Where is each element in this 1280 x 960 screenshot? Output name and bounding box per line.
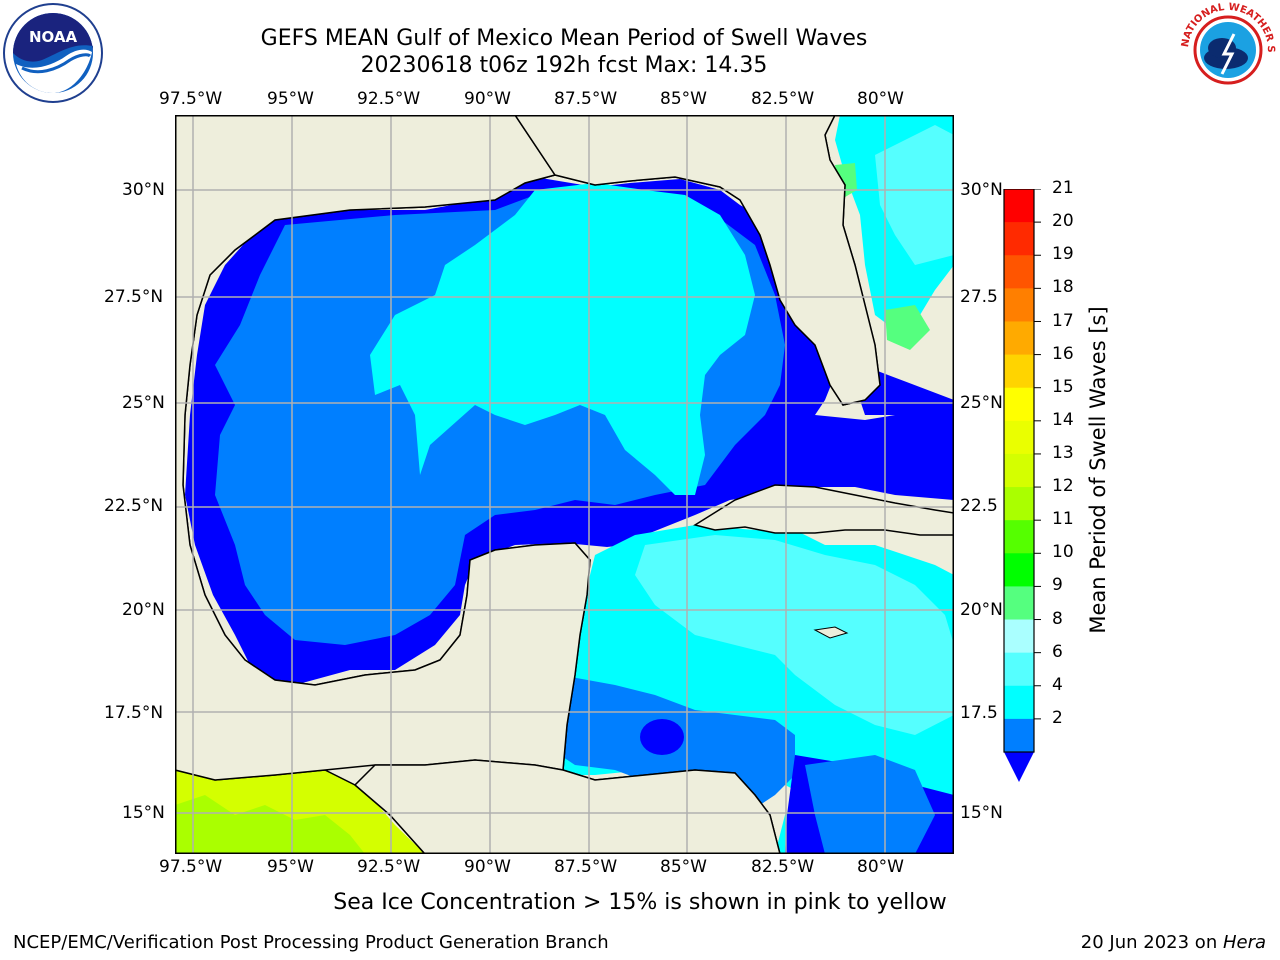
- colorbar-tick-label: 12: [1052, 476, 1074, 497]
- colorbar-swatch: [1004, 321, 1034, 356]
- colorbar-under-arrow: [1004, 752, 1034, 782]
- lat-label-left: 30°N: [122, 180, 165, 200]
- central-america-land: [353, 759, 781, 854]
- lat-label-left: 15°N: [122, 803, 165, 823]
- colorbar-swatch: [1004, 255, 1034, 289]
- lon-label-bottom: 85°W: [660, 857, 707, 877]
- pacific-green-region: [175, 795, 365, 854]
- lat-label-left: 22.5°N: [104, 496, 164, 516]
- colorbar-swatch: [1004, 387, 1034, 422]
- lon-label-top: 97.5°W: [159, 89, 223, 109]
- lat-label-right: 15°N: [960, 803, 1003, 823]
- lon-label-bottom: 90°W: [464, 857, 511, 877]
- colorbar-tick-label: 8: [1052, 608, 1063, 629]
- atlantic-light-cyan: [875, 125, 954, 265]
- colorbar-tick-label: 9: [1052, 575, 1063, 596]
- colorbar-tick-label: 20: [1052, 211, 1074, 232]
- colorbar-tick-label: 19: [1052, 244, 1074, 265]
- colorbar-tick-label: 18: [1052, 277, 1074, 298]
- colorbar-swatch: [1004, 222, 1034, 256]
- footer-date-text: 20 Jun 2023 on: [1080, 932, 1223, 953]
- colorbar-label: Mean Period of Swell Waves [s]: [1086, 306, 1110, 634]
- lon-label-bottom: 80°W: [857, 857, 904, 877]
- green-swell-patch: [885, 305, 930, 350]
- colorbar-tick-label: 16: [1052, 343, 1074, 364]
- lat-label-left: 20°N: [122, 600, 165, 620]
- map-subtitle: 20230618 t06z 192h fcst Max: 14.35: [360, 53, 768, 78]
- colorbar-swatch: [1004, 718, 1034, 753]
- colorbar-swatch: [1004, 586, 1034, 621]
- colorbar-swatch: [1004, 652, 1034, 687]
- cuba-land: [693, 484, 954, 536]
- map-grid: [175, 115, 954, 854]
- lat-label-right: 20°N: [960, 600, 1003, 620]
- caribbean-deep-patch: [640, 719, 684, 755]
- lat-label-right: 25°N: [960, 393, 1003, 413]
- colorbar-swatch: [1004, 189, 1034, 223]
- colorbar-swatch: [1004, 520, 1034, 554]
- noaa-logo: NOAA: [3, 3, 103, 103]
- colorbar-tick-label: 17: [1052, 310, 1074, 331]
- colorbar-swatch: [1004, 420, 1034, 455]
- footer-credit: NCEP/EMC/Verification Post Processing Pr…: [13, 932, 609, 953]
- colorbar-swatch: [1004, 553, 1034, 587]
- lon-label-top: 95°W: [267, 89, 314, 109]
- map-frame: [175, 115, 954, 854]
- colorbar-tick-label: 14: [1052, 409, 1074, 430]
- colorbar: [1003, 189, 1041, 782]
- footer-host: Hera: [1222, 932, 1266, 953]
- lat-label-right: 30°N: [960, 180, 1003, 200]
- lon-label-bottom: 82.5°W: [751, 857, 815, 877]
- colorbar-tick-label: 2: [1052, 707, 1063, 728]
- lon-label-top: 85°W: [660, 89, 707, 109]
- lat-label-left: 25°N: [122, 393, 165, 413]
- colorbar-swatch: [1004, 453, 1034, 488]
- caribbean-medium-south: [805, 755, 935, 854]
- lon-label-top: 87.5°W: [554, 89, 618, 109]
- colorbar-tick-label: 13: [1052, 442, 1074, 463]
- cyan-swell-region: [370, 183, 755, 495]
- map-canvas: [175, 115, 954, 854]
- colorbar-swatch: [1004, 619, 1034, 654]
- colorbar-swatch: [1004, 487, 1034, 521]
- jamaica-land: [813, 626, 849, 639]
- map-title: GEFS MEAN Gulf of Mexico Mean Period of …: [260, 26, 868, 51]
- caribbean-light-cyan: [635, 535, 954, 735]
- lon-label-top: 82.5°W: [751, 89, 815, 109]
- colorbar-tick-label: 11: [1052, 509, 1074, 530]
- lon-label-top: 90°W: [464, 89, 511, 109]
- colorbar-tick-label: 15: [1052, 376, 1074, 397]
- florida-land: [514, 115, 881, 406]
- lat-label-right: 27.5: [960, 287, 998, 307]
- nws-logo: NATIONAL WEATHER SERVICE: [1178, 0, 1276, 97]
- colorbar-swatch: [1004, 685, 1034, 720]
- colorbar-tick-label: 21: [1052, 178, 1074, 198]
- lon-label-top: 80°W: [857, 89, 904, 109]
- lat-label-right: 17.5: [960, 703, 998, 723]
- lat-label-left: 17.5°N: [104, 703, 164, 723]
- colorbar-swatch: [1004, 354, 1034, 389]
- lat-label-left: 27.5°N: [104, 287, 164, 307]
- lon-label-bottom: 92.5°W: [357, 857, 421, 877]
- colorbar-swatch: [1004, 288, 1034, 322]
- sea-ice-caption: Sea Ice Concentration > 15% is shown in …: [333, 890, 947, 915]
- lon-label-bottom: 95°W: [267, 857, 314, 877]
- colorbar-tick-label: 10: [1052, 542, 1074, 563]
- footer-date: 20 Jun 2023 on Hera: [1081, 932, 1266, 953]
- lon-label-bottom: 97.5°W: [159, 857, 223, 877]
- colorbar-tick-label: 4: [1052, 674, 1063, 695]
- lon-label-top: 92.5°W: [357, 89, 421, 109]
- lon-label-bottom: 87.5°W: [554, 857, 618, 877]
- colorbar-frame: [1003, 189, 1035, 753]
- colorbar-tick-label: 6: [1052, 641, 1063, 662]
- lat-label-right: 22.5: [960, 496, 998, 516]
- noaa-logo-text: NOAA: [29, 28, 78, 46]
